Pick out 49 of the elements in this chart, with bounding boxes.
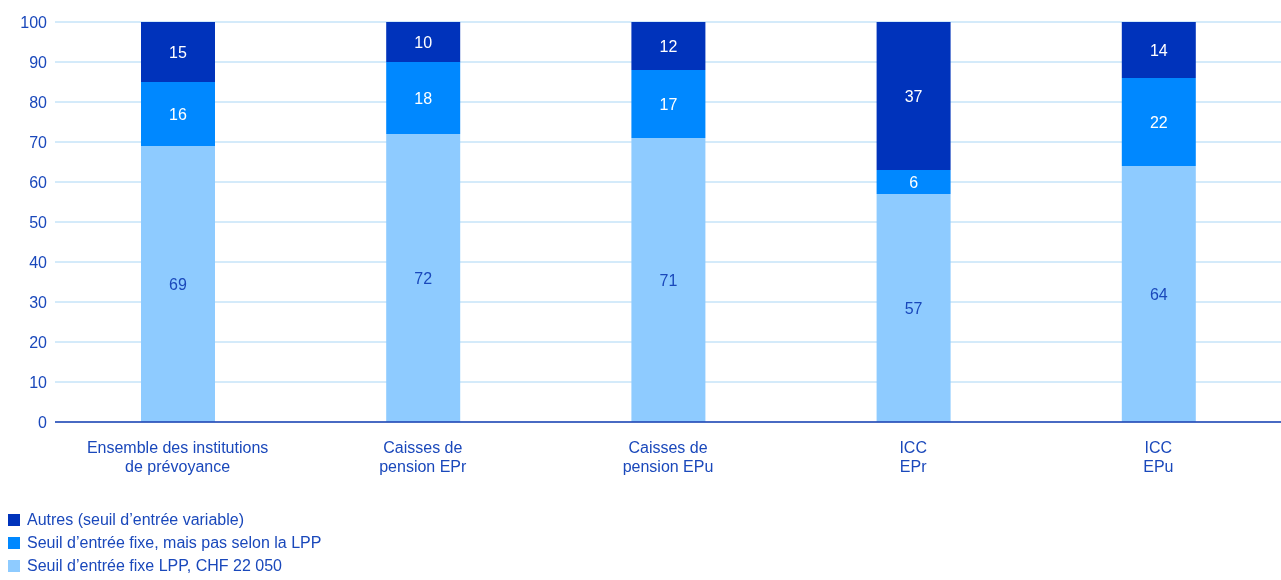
data-label: 15 [169,43,187,61]
x-tick-label: ICC EPr [899,438,928,475]
bar [386,134,461,422]
bar [631,22,706,70]
y-tick-label: 20 [29,333,48,351]
data-label: 16 [169,105,187,123]
legend-label: Seuil d’entrée fixe LPP, CHF 22 050 [27,556,282,575]
bar [386,22,461,62]
data-label: 72 [414,269,433,287]
x-tick-label: ICC EPu [1143,438,1174,475]
data-label: 37 [904,87,923,105]
bar [876,22,951,170]
data-label: 22 [1149,113,1168,131]
x-tick-label: Caisses de pension EPr [379,438,468,475]
bar [631,70,706,138]
legend-label: Autres (seuil d’entrée variable) [27,510,244,529]
y-tick-label: 70 [29,133,48,151]
data-label: 12 [659,37,678,55]
y-tick-label: 60 [29,173,48,191]
data-label: 18 [414,89,433,107]
y-tick-label: 30 [29,293,48,311]
data-label: 14 [1149,41,1168,59]
bar [141,82,215,146]
y-tick-label: 10 [29,373,48,391]
y-tick-label: 0 [38,413,48,431]
y-tick-label: 80 [29,93,48,111]
x-tick-label: Caisses de pension EPu [622,438,714,475]
y-tick-label: 50 [29,213,48,231]
bar [631,138,706,422]
bar [141,22,215,82]
y-tick-label: 40 [29,253,48,271]
y-tick-label: 100 [20,13,48,31]
data-label: 10 [414,33,433,51]
bar [1121,78,1196,166]
bar [1121,22,1196,78]
data-label: 17 [659,95,678,113]
bar [141,146,215,422]
data-label: 71 [659,271,678,289]
bar [386,62,461,134]
bar [1121,166,1196,422]
legend-label: Seuil d’entrée fixe, mais pas selon la LPP [27,533,322,552]
data-label: 64 [1149,285,1168,303]
x-tick-label: Ensemble des institutions de prévoyance [86,438,269,475]
data-label: 6 [909,173,919,191]
data-label: 69 [169,275,187,293]
bar [876,170,951,194]
bar [876,194,951,422]
data-label: 57 [904,299,923,317]
y-tick-label: 90 [29,53,48,71]
